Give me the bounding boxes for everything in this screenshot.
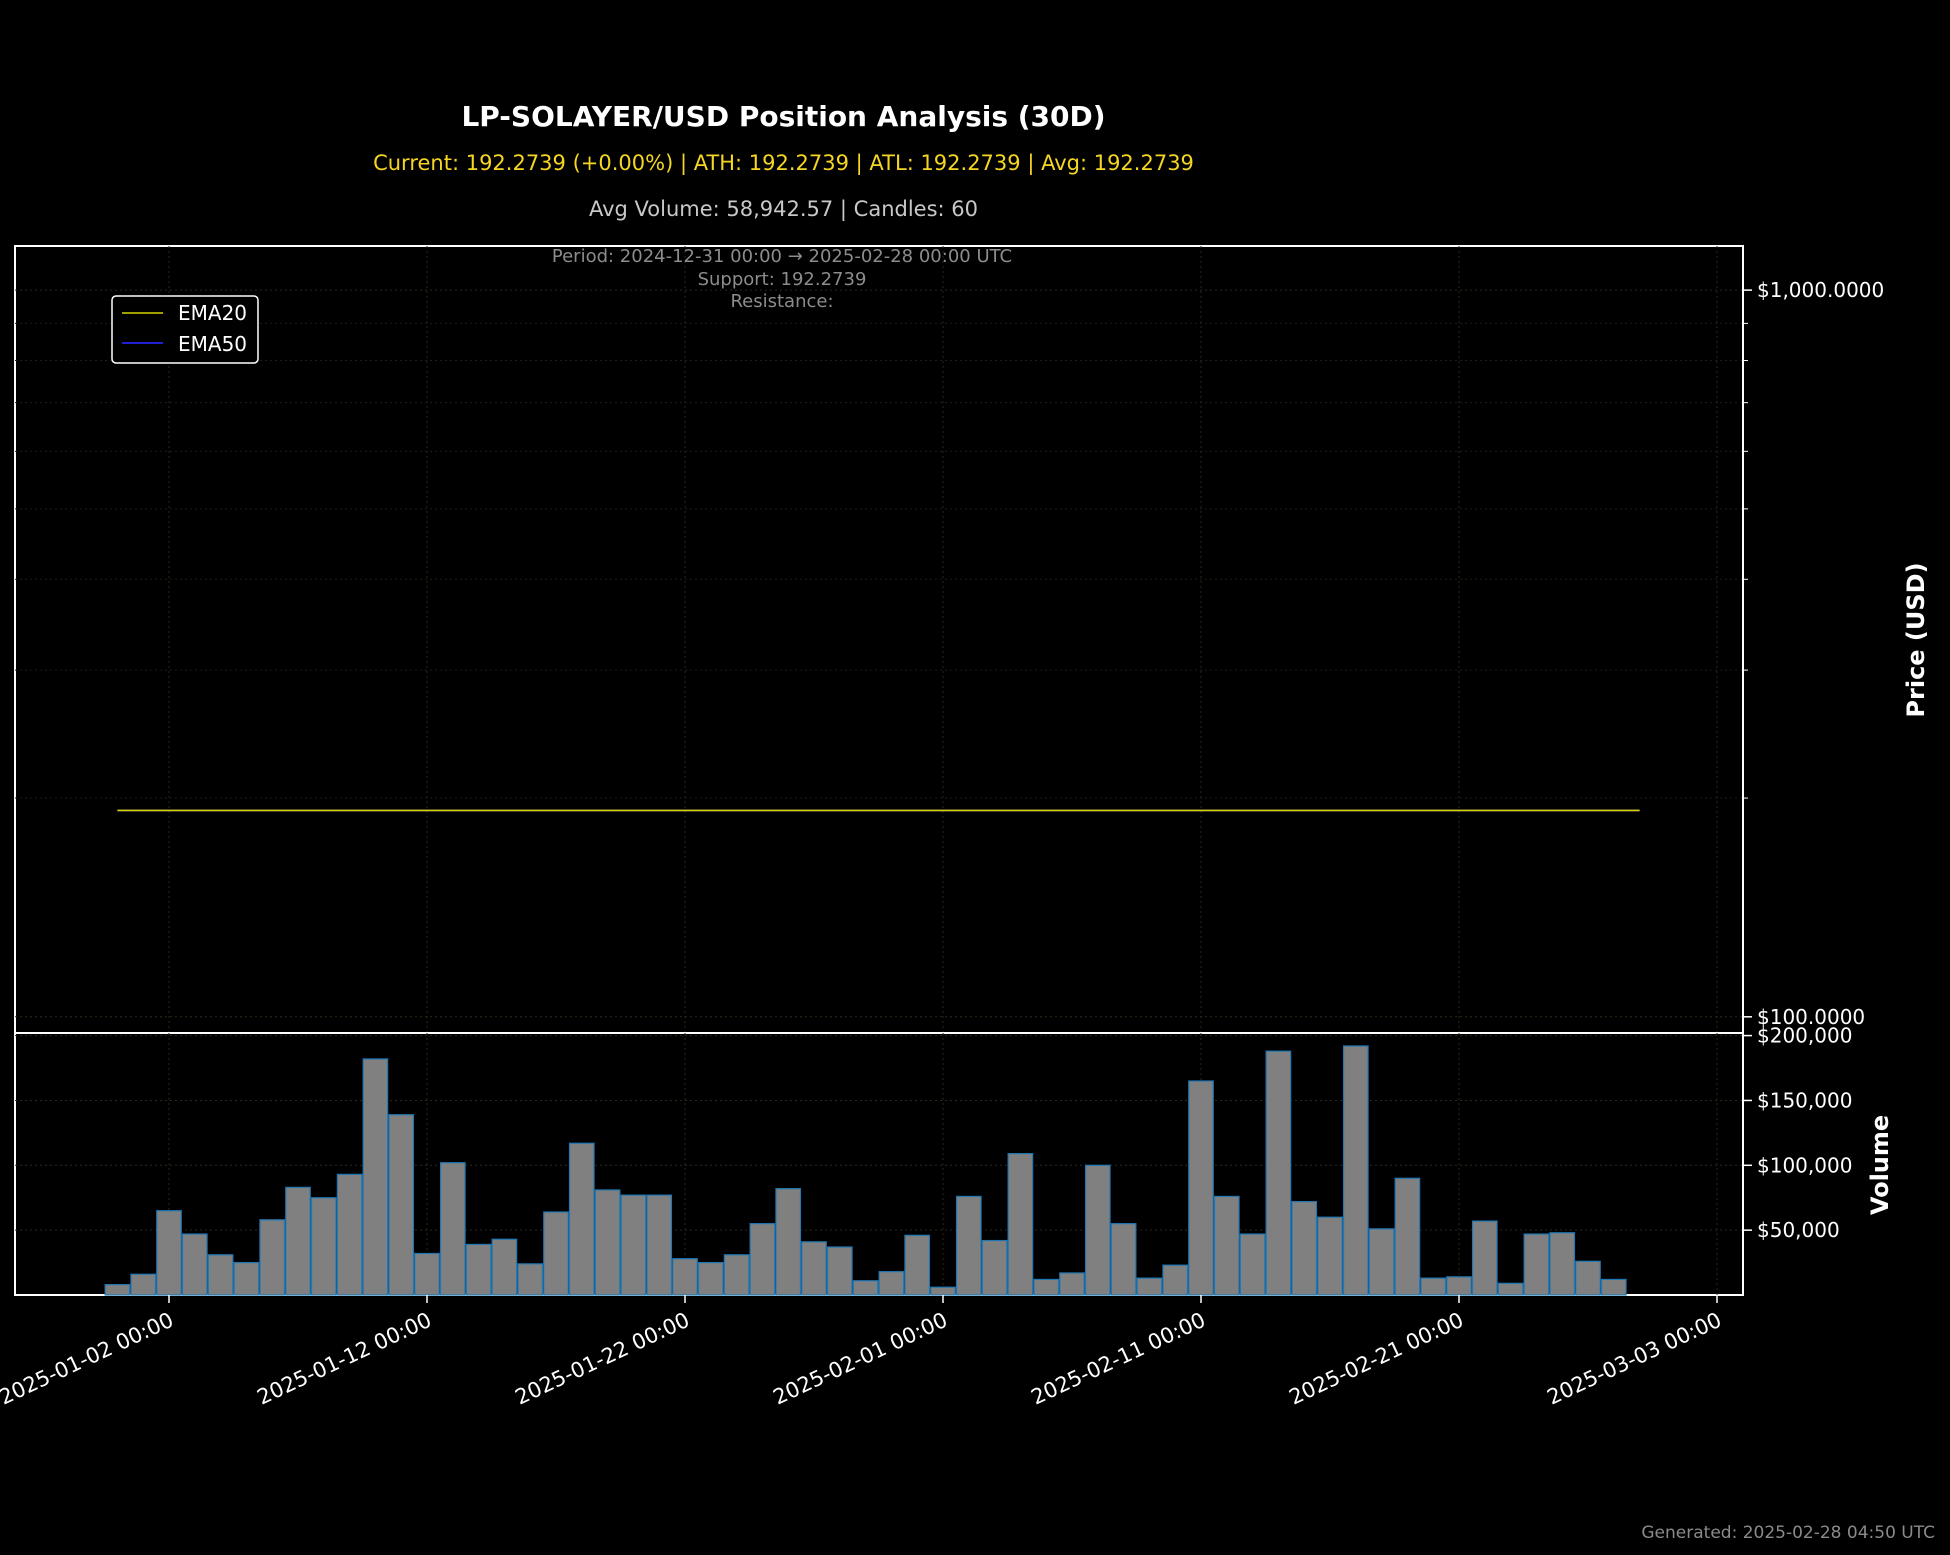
x-tick-label: 2025-01-02 00:00 xyxy=(0,1308,177,1410)
volume-bar xyxy=(1523,1233,1550,1296)
volume-bar xyxy=(646,1194,673,1296)
price-grid xyxy=(15,246,1743,1033)
volume-bar xyxy=(878,1271,905,1296)
x-tick-label: 2025-03-03 00:00 xyxy=(1543,1308,1725,1410)
volume-bar xyxy=(1600,1278,1627,1296)
volume-bar xyxy=(414,1252,440,1296)
stats-subtitle: Current: 192.2739 (+0.00%) | ATH: 192.27… xyxy=(373,151,1194,175)
volume-bar xyxy=(156,1210,182,1296)
x-tick-label: 2025-01-12 00:00 xyxy=(253,1308,435,1410)
volume-bar xyxy=(465,1243,492,1296)
volume-bar xyxy=(1007,1153,1034,1296)
volume-y-tick-label: $150,000 xyxy=(1757,1088,1852,1112)
volume-bar xyxy=(775,1188,802,1296)
volume-bar xyxy=(1368,1228,1395,1296)
volume-bar xyxy=(672,1258,698,1296)
volume-bar xyxy=(362,1058,389,1296)
volume-bar xyxy=(491,1238,518,1296)
price-y-ticks: $1,000.0000 $100.0000 xyxy=(1743,278,1884,1029)
volume-bar xyxy=(1317,1216,1343,1296)
volume-bar xyxy=(285,1186,311,1296)
volume-bar xyxy=(620,1194,647,1296)
x-tick-label: 2025-01-22 00:00 xyxy=(511,1308,693,1410)
generated-timestamp: Generated: 2025-02-28 04:50 UTC xyxy=(1641,1523,1935,1543)
price-y-tick-label: $100.0000 xyxy=(1757,1005,1865,1029)
volume-bar xyxy=(1549,1232,1576,1296)
volume-bar xyxy=(1239,1233,1266,1296)
volume-bar xyxy=(1420,1277,1447,1296)
volume-bar xyxy=(852,1280,879,1296)
volume-bar xyxy=(336,1173,363,1296)
volume-bar xyxy=(723,1254,750,1296)
volume-y-axis-label: Volume xyxy=(1866,1115,1894,1215)
volume-y-tick-label: $50,000 xyxy=(1757,1218,1840,1242)
volume-bar xyxy=(130,1273,157,1296)
legend-ema50-label: EMA50 xyxy=(178,332,247,356)
volume-bar xyxy=(388,1114,415,1296)
volume-bar xyxy=(181,1233,208,1296)
annotation-resistance: Resistance: xyxy=(730,291,833,312)
volume-y-tick-label: $200,000 xyxy=(1757,1024,1852,1048)
volume-bar xyxy=(568,1142,595,1296)
volume-bar xyxy=(1110,1223,1137,1296)
x-tick-label: 2025-02-21 00:00 xyxy=(1285,1308,1467,1410)
legend: EMA20 EMA50 xyxy=(111,295,259,364)
volume-bar xyxy=(1084,1164,1111,1296)
volume-bar xyxy=(1033,1278,1060,1296)
volume-bar xyxy=(981,1239,1008,1296)
volume-bar xyxy=(207,1254,234,1296)
price-panel: $1,000.0000 $100.0000 Period: 2024-12-31 … xyxy=(14,245,1930,1034)
x-axis-ticks: 2025-01-02 00:00 2025-01-12 00:00 2025-01-… xyxy=(0,1295,1725,1410)
volume-bars xyxy=(104,1045,1627,1296)
volume-bar xyxy=(1497,1282,1524,1296)
volume-bar xyxy=(1394,1177,1421,1296)
annotation-period: Period: 2024-12-31 00:00 → 2025-02-28 00… xyxy=(552,246,1012,267)
annotation-support: Support: 192.2739 xyxy=(698,269,867,290)
volume-bar xyxy=(1342,1045,1369,1296)
volume-bar xyxy=(930,1286,956,1296)
price-y-tick-label: $1,000.0000 xyxy=(1757,278,1884,302)
volume-y-ticks: $50,000 $100,000 $150,000 $200,000 xyxy=(1743,1024,1852,1242)
volume-bar xyxy=(1188,1080,1214,1296)
volume-bar xyxy=(955,1195,982,1296)
price-annotation: Period: 2024-12-31 00:00 → 2025-02-28 00… xyxy=(552,246,1012,312)
volume-grid xyxy=(15,1033,1743,1295)
x-tick-label: 2025-02-01 00:00 xyxy=(769,1308,951,1410)
chart-title: LP-SOLAYER/USD Position Analysis (30D) xyxy=(461,100,1106,133)
volume-bar xyxy=(904,1234,931,1296)
volume-subtitle: Avg Volume: 58,942.57 | Candles: 60 xyxy=(588,197,979,221)
volume-bar xyxy=(1291,1201,1318,1296)
volume-bar xyxy=(543,1211,569,1296)
volume-bar xyxy=(439,1162,466,1296)
volume-bar xyxy=(1446,1276,1472,1296)
volume-bar xyxy=(1136,1277,1163,1296)
volume-bar xyxy=(1471,1220,1498,1296)
volume-bar xyxy=(517,1263,544,1296)
volume-bar xyxy=(594,1189,621,1296)
volume-bar xyxy=(1575,1260,1601,1296)
legend-ema20-label: EMA20 xyxy=(178,301,247,325)
volume-bar xyxy=(1059,1272,1085,1296)
volume-bar xyxy=(233,1261,260,1296)
x-tick-label: 2025-02-11 00:00 xyxy=(1027,1308,1209,1410)
volume-bar xyxy=(826,1246,853,1296)
volume-bar xyxy=(1162,1264,1189,1296)
volume-bar xyxy=(104,1284,131,1296)
price-y-axis-label: Price (USD) xyxy=(1902,562,1930,717)
volume-bar xyxy=(1265,1050,1292,1296)
volume-y-tick-label: $100,000 xyxy=(1757,1153,1852,1177)
volume-bar xyxy=(1213,1195,1240,1296)
price-panel-frame xyxy=(14,245,1744,1034)
volume-bar xyxy=(310,1197,337,1296)
volume-bar xyxy=(749,1223,776,1296)
volume-bar xyxy=(259,1219,286,1296)
volume-bar xyxy=(801,1241,827,1296)
volume-bar xyxy=(697,1261,724,1296)
volume-panel: $50,000 $100,000 $150,000 $200,000 Volume xyxy=(14,1024,1894,1296)
